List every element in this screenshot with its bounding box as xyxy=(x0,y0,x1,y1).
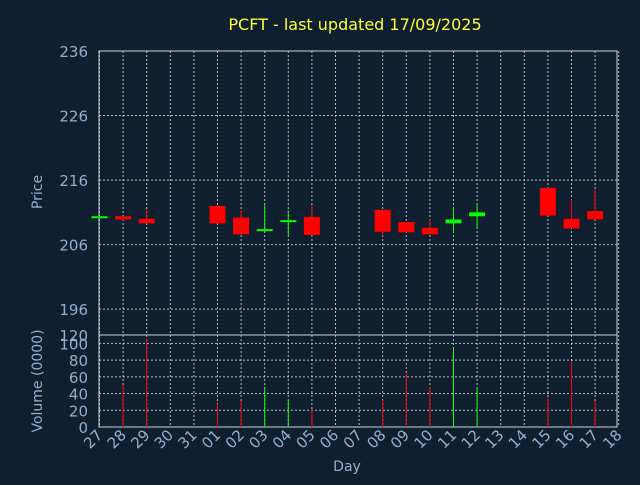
candle-body xyxy=(115,216,132,220)
x-tick-label: 10 xyxy=(410,426,436,452)
price-tick-label: 196 xyxy=(59,301,88,319)
volume-tick-label: 0 xyxy=(78,419,88,437)
volume-tick-label: 60 xyxy=(69,369,88,387)
volume-panel-border xyxy=(98,334,618,428)
x-tick-label: 08 xyxy=(363,426,389,452)
volume-tick-label: 40 xyxy=(69,386,88,404)
candle-body xyxy=(233,217,250,235)
price-tick-label: 216 xyxy=(59,172,88,190)
x-tick-label: 28 xyxy=(104,426,130,452)
candle-body xyxy=(209,205,226,224)
x-tick-label: 31 xyxy=(174,426,200,452)
x-tick-label: 29 xyxy=(127,426,153,452)
candle-body xyxy=(421,227,438,235)
x-tick-label: 04 xyxy=(269,426,295,452)
price-axis-label: Price xyxy=(30,175,46,209)
x-tick-label: 18 xyxy=(599,426,625,452)
candle-body xyxy=(138,218,155,224)
x-tick-label: 14 xyxy=(505,426,531,452)
price-tick-label: 236 xyxy=(59,43,88,61)
x-tick-label: 02 xyxy=(222,426,248,452)
volume-axis-label: Volume (0000) xyxy=(30,329,46,432)
x-tick-label: 12 xyxy=(458,426,484,452)
x-tick-label: 07 xyxy=(340,426,366,452)
volume-tick-label: 20 xyxy=(69,402,88,420)
candle-body xyxy=(587,211,604,220)
chart-title: PCFT - last updated 17/09/2025 xyxy=(228,15,481,34)
volume-tick-label: 120 xyxy=(59,327,88,345)
x-tick-label: 15 xyxy=(528,426,554,452)
x-tick-label: 09 xyxy=(387,426,413,452)
x-tick-label: 05 xyxy=(292,426,318,452)
x-tick-label: 03 xyxy=(245,426,271,452)
price-tick-label: 226 xyxy=(59,108,88,126)
price-tick-label: 206 xyxy=(59,237,88,255)
candle-body xyxy=(563,218,580,229)
x-tick-label: 06 xyxy=(316,426,342,452)
candle-body xyxy=(469,212,486,217)
candle-body xyxy=(445,219,462,224)
candle-body xyxy=(303,216,320,235)
x-tick-label: 16 xyxy=(552,426,578,452)
x-tick-label: 30 xyxy=(151,426,177,452)
volume-tick-label: 100 xyxy=(59,335,88,353)
candle-body xyxy=(91,216,108,219)
candle-body xyxy=(398,222,415,233)
x-tick-label: 13 xyxy=(481,426,507,452)
x-tick-label: 17 xyxy=(576,426,602,452)
x-tick-label: 11 xyxy=(434,426,460,452)
candle-body xyxy=(256,229,273,232)
x-tick-label: 01 xyxy=(198,426,224,452)
volume-tick-label: 80 xyxy=(69,352,88,370)
candle-body xyxy=(374,209,391,232)
price-panel-border xyxy=(98,50,618,336)
candle-body xyxy=(539,187,556,216)
x-axis-label: Day xyxy=(333,459,361,475)
candle-body xyxy=(280,220,297,223)
